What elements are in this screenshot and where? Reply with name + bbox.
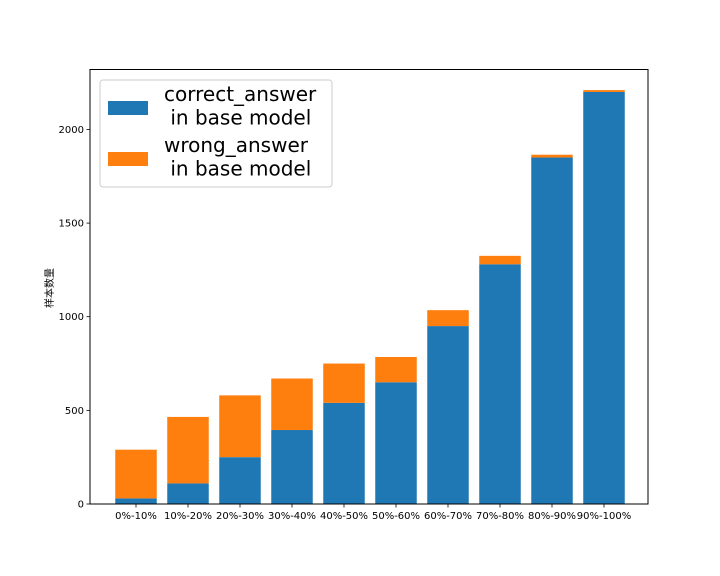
x-tick-label-6: 60%-70% [424, 511, 472, 522]
bar-wrong-1 [167, 416, 209, 484]
bar-correct-6 [427, 326, 469, 504]
legend-frame [99, 79, 333, 188]
y-axis-ticks: 0 500 1000 1500 2000 [59, 125, 90, 511]
bar-wrong-6 [427, 310, 469, 327]
x-tick-label-1: 10%-20% [164, 511, 212, 522]
legend-label-1: wrong_answer in base model [164, 133, 311, 181]
bar-correct-8 [531, 157, 573, 504]
y-tick-label-4: 2000 [59, 125, 84, 136]
legend-label-0: correct_answer in base model [164, 82, 317, 130]
legend-label-line-0-0: correct_answer [164, 82, 317, 106]
y-tick-label-0: 0 [78, 500, 84, 511]
bar-wrong-7 [479, 255, 521, 265]
bar-correct-5 [375, 382, 417, 504]
legend-swatch-1 [108, 152, 148, 166]
x-tick-label-5: 50%-60% [372, 511, 420, 522]
x-axis-ticks: 0%-10% 10%-20% 20%-30% 30%-40% 40%-50% 50%-60… [115, 504, 631, 522]
bar-correct-7 [479, 264, 521, 504]
y-tick-label-3: 1500 [59, 219, 84, 230]
legend-label-line-1-0: wrong_answer [164, 133, 309, 157]
plot-frame [89, 69, 649, 505]
x-tick-label-7: 70%-80% [476, 511, 524, 522]
bar-correct-0 [115, 498, 157, 504]
bar-wrong-3 [271, 378, 313, 431]
bar-wrong-0 [115, 449, 157, 499]
bar-correct-4 [323, 402, 365, 504]
bar-wrong-2 [219, 395, 261, 458]
x-tick-label-2: 20%-30% [216, 511, 264, 522]
legend-swatch-0 [108, 101, 148, 115]
legend: correct_answer in base modelwrong_answer… [99, 79, 333, 188]
x-tick-label-4: 40%-50% [320, 511, 368, 522]
bar-correct-9 [583, 91, 625, 505]
bar-wrong-4 [323, 363, 365, 403]
x-tick-label-9: 90%-100% [577, 511, 631, 522]
bar-wrong-8 [531, 154, 573, 158]
bar-correct-2 [219, 457, 261, 504]
bar-wrong-5 [375, 356, 417, 383]
y-axis-label: 样本数量 [43, 268, 56, 308]
y-tick-label-2: 1000 [59, 312, 84, 323]
x-tick-label-8: 80%-90% [528, 511, 576, 522]
legend-label-line-0-1: in base model [164, 106, 311, 130]
bar-correct-3 [271, 430, 313, 504]
x-tick-label-0: 0%-10% [115, 511, 157, 522]
bars-group [115, 90, 625, 505]
legend-label-line-1-1: in base model [164, 157, 311, 181]
x-tick-label-3: 30%-40% [268, 511, 316, 522]
y-tick-label-1: 500 [65, 406, 84, 417]
bar-wrong-9 [583, 90, 625, 92]
bar-correct-1 [167, 483, 209, 504]
